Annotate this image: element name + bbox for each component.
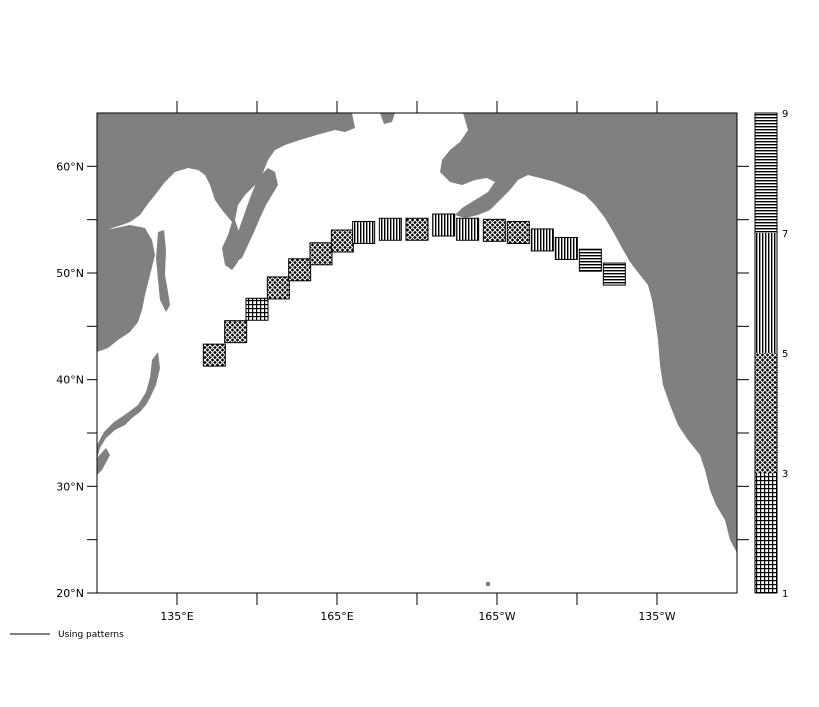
y-axis-label: 30°N — [56, 480, 84, 493]
marker-crosshatch — [224, 320, 248, 344]
marker-vertical — [456, 217, 480, 241]
marker-grid — [245, 297, 269, 321]
data-markers — [202, 213, 626, 367]
colorbar-label-5: 5 — [782, 349, 788, 360]
marker-crosshatch — [266, 276, 290, 300]
grid-pattern-swatch — [755, 473, 777, 593]
japan-islands — [97, 352, 160, 458]
marker-horizontal — [578, 248, 602, 272]
vertical-lines-pattern-swatch — [755, 233, 777, 353]
y-axis-label: 60°N — [56, 160, 84, 173]
colorbar-label-7: 7 — [782, 229, 788, 240]
aleutian-speck — [486, 582, 490, 586]
x-axis-label: 135°E — [160, 610, 193, 623]
y-axis-label: 50°N — [56, 267, 84, 280]
y-axis-label: 40°N — [56, 374, 84, 387]
japan-south — [97, 448, 110, 475]
x-axis-label: 165°W — [478, 610, 515, 623]
sakhalin-island — [156, 230, 170, 312]
marker-vertical — [530, 228, 554, 252]
colorbar: 9 7 5 3 1 — [754, 109, 788, 600]
axes: 60°N 50°N 40°N 30°N 20°N 135°E 165°E 165°W 135°W — [56, 101, 749, 623]
marker-crosshatch — [288, 258, 312, 282]
x-axis-label: 165°E — [320, 610, 353, 623]
marker-crosshatch — [482, 218, 506, 242]
y-axis-label: 20°N — [56, 587, 84, 600]
continental-coast — [97, 225, 155, 352]
colorbar-label-9: 9 — [782, 109, 788, 120]
marker-crosshatch — [202, 343, 226, 367]
marker-crosshatch — [405, 217, 429, 241]
north-america-landmass — [440, 113, 737, 553]
kamchatka-peninsula — [234, 168, 278, 262]
asia-landmass — [97, 113, 355, 270]
marker-vertical — [432, 213, 456, 237]
x-axis-label: 135°W — [638, 610, 675, 623]
marker-crosshatch — [309, 242, 333, 266]
marker-horizontal — [602, 262, 626, 286]
colorbar-border — [754, 112, 778, 594]
marker-vertical — [378, 217, 402, 241]
marker-vertical — [554, 236, 578, 260]
marker-crosshatch — [506, 220, 530, 244]
marker-crosshatch — [330, 229, 354, 253]
crosshatch-pattern-swatch — [755, 353, 777, 473]
colorbar-label-1: 1 — [782, 589, 788, 600]
horizontal-lines-pattern-swatch — [755, 113, 777, 233]
chukotka-tip — [380, 113, 395, 124]
colorbar-label-3: 3 — [782, 469, 788, 480]
marker-vertical — [352, 220, 376, 244]
legend-text: Using patterns — [58, 630, 124, 640]
land-masses — [97, 113, 737, 586]
